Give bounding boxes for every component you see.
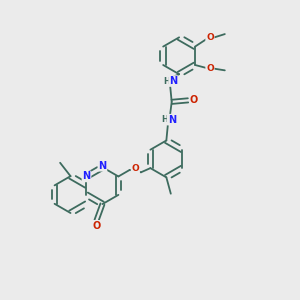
Text: N: N [98,161,106,171]
Text: O: O [206,64,214,73]
Text: O: O [190,95,198,105]
Text: O: O [92,221,101,231]
Text: N: N [168,115,176,125]
Text: H: H [161,115,168,124]
Text: O: O [131,164,139,173]
Text: H: H [163,76,170,85]
Text: N: N [82,172,91,182]
Text: N: N [169,76,177,86]
Text: O: O [206,33,214,42]
